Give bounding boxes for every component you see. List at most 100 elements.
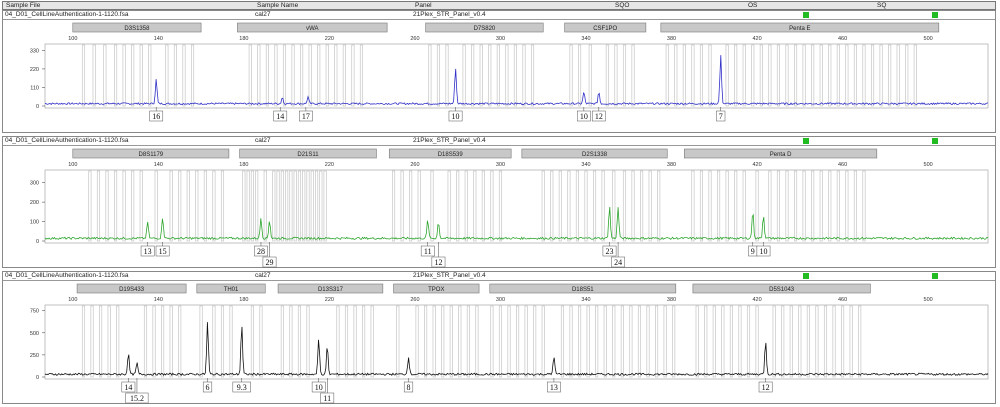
- allele-bin: [342, 44, 346, 107]
- allele-bin: [620, 305, 624, 378]
- allele-bin: [836, 170, 840, 242]
- allele-call: 29: [262, 242, 277, 268]
- allele-bin: [708, 44, 712, 107]
- allele-bin: [601, 170, 605, 242]
- marker-label: D3S1358: [124, 26, 150, 32]
- allele-bin: [96, 170, 101, 242]
- allele-label: 10: [315, 383, 323, 392]
- allele-bin: [116, 305, 120, 378]
- allele-bin: [655, 305, 659, 378]
- allele-label: 15: [159, 247, 167, 256]
- allele-bin: [802, 170, 806, 242]
- column-header-bar: Sample File Sample Name Panel SQO OS SQ: [2, 1, 996, 10]
- allele-bin: [603, 305, 607, 378]
- allele-label: 7: [719, 112, 723, 121]
- marker-rect: [239, 148, 377, 159]
- allele-bin: [592, 170, 597, 242]
- plot-frame: [44, 43, 989, 109]
- allele-bin: [794, 170, 798, 242]
- x-tick-label: 380: [667, 36, 676, 42]
- allele-box: [611, 256, 625, 268]
- allele-bin: [475, 305, 479, 378]
- marker-label: D7S820: [474, 26, 496, 32]
- col-sqo[interactable]: SQO: [615, 2, 630, 9]
- sample-info-row[interactable]: 04_D01_CellLineAuthentication-1-1120.fsa…: [3, 272, 995, 281]
- allele-bin: [212, 305, 216, 378]
- allele-bin: [471, 44, 475, 107]
- allele-bin: [524, 305, 528, 378]
- x-tick-label: 180: [239, 297, 248, 303]
- allele-bin: [691, 170, 695, 242]
- allele-bin: [785, 44, 789, 107]
- allele-bin: [280, 305, 284, 378]
- sample-info-row[interactable]: 04_D01_CellLineAuthentication-1-1120.fsa…: [3, 11, 995, 20]
- allele-bin: [768, 44, 772, 107]
- x-tick-label: 460: [838, 36, 847, 42]
- allele-bin: [274, 44, 278, 107]
- allele-bin: [250, 305, 254, 378]
- green-square-icon: [932, 138, 938, 144]
- allele-label: 6: [206, 383, 210, 392]
- x-tick-label: 460: [838, 297, 847, 303]
- allele-bin: [560, 305, 565, 378]
- allele-bin: [310, 170, 314, 242]
- allele-call: 10: [311, 378, 326, 393]
- allele-bin: [569, 44, 573, 107]
- allele-bin: [862, 44, 866, 107]
- allele-bin: [462, 44, 466, 107]
- allele-bin: [637, 305, 642, 378]
- plot-frame: [44, 304, 989, 380]
- marker-box: D18S539: [388, 148, 512, 159]
- col-os[interactable]: OS: [748, 2, 758, 9]
- allele-bin: [199, 305, 203, 378]
- electropherogram-panel-green: 04_D01_CellLineAuthentication-1-1120.fsa…: [2, 136, 996, 268]
- col-panel[interactable]: Panel: [415, 2, 432, 9]
- allele-call: 9: [748, 242, 758, 257]
- col-sample-name[interactable]: Sample Name: [257, 2, 299, 9]
- sample-info-row[interactable]: 04_D01_CellLineAuthentication-1-1120.fsa…: [3, 137, 995, 146]
- marker-rect: [76, 283, 187, 294]
- allele-bin: [186, 170, 190, 242]
- allele-bin: [351, 44, 355, 107]
- allele-bin: [265, 44, 269, 107]
- col-sample-file[interactable]: Sample File: [6, 2, 41, 9]
- allele-bin: [811, 170, 815, 242]
- sample-name-value: cal27: [255, 137, 271, 144]
- allele-bin: [734, 44, 738, 107]
- marker-box: D8S1179: [72, 148, 230, 159]
- allele-call: 10: [448, 107, 463, 122]
- x-tick-label: 220: [325, 297, 334, 303]
- green-square-icon: [803, 138, 809, 144]
- y-tick-label: 110: [30, 85, 39, 91]
- allele-bin: [870, 44, 875, 107]
- x-tick-label: 340: [581, 297, 590, 303]
- trace-line: [44, 322, 989, 377]
- y-tick-label: 500: [30, 331, 39, 337]
- y-tick-label: 750: [30, 309, 39, 315]
- allele-call: 12: [431, 242, 446, 268]
- allele-bin: [794, 44, 798, 107]
- allele-bin: [359, 44, 364, 107]
- allele-bin: [300, 44, 304, 107]
- sample-file-name: 04_D01_CellLineAuthentication-1-1120.fsa: [5, 137, 129, 144]
- marker-label: vWA: [306, 26, 318, 32]
- allele-call: 13: [547, 378, 561, 393]
- allele-bin: [154, 170, 158, 242]
- allele-bin: [595, 305, 599, 378]
- allele-bin: [336, 305, 340, 378]
- marker-label: D13S317: [318, 287, 344, 293]
- allele-bin: [541, 305, 545, 378]
- allele-bin: [280, 170, 284, 242]
- allele-bin: [802, 44, 806, 107]
- x-tick-label: 500: [924, 297, 933, 303]
- allele-bin: [845, 44, 849, 107]
- sample-name-value: cal27: [255, 272, 271, 279]
- allele-call: 11: [320, 378, 335, 404]
- col-sq[interactable]: SQ: [877, 2, 887, 9]
- allele-bin: [853, 44, 857, 107]
- allele-label: 9.3: [237, 383, 247, 392]
- allele-bin: [165, 44, 169, 107]
